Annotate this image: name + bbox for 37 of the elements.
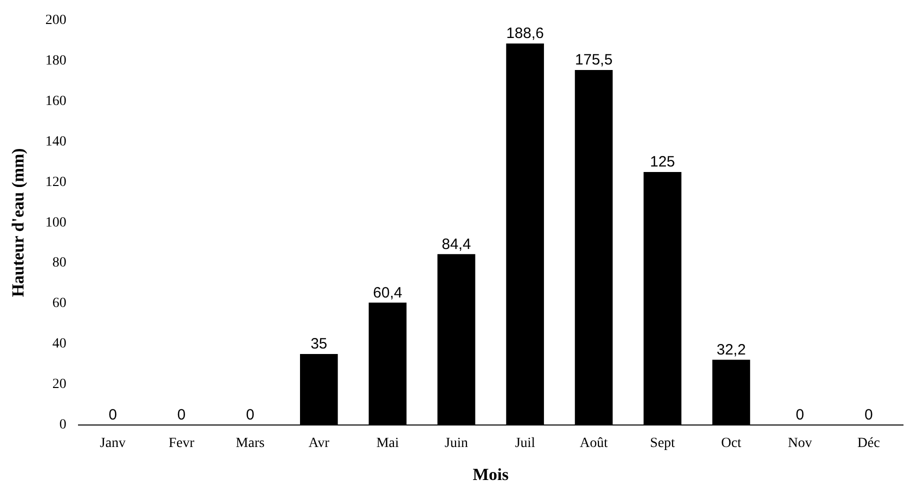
y-tick-label: 60 (52, 296, 66, 312)
y-tick-label: 200 (45, 13, 66, 28)
data-label: 0 (177, 406, 186, 424)
x-tick-label: Nov (788, 436, 812, 451)
data-label: 0 (864, 406, 873, 424)
x-tick-label: Sept (650, 436, 676, 451)
data-label: 32,2 (716, 341, 746, 358)
y-tick-label: 160 (45, 94, 66, 109)
x-tick-label: Juin (444, 436, 468, 451)
x-tick-label: Mars (236, 436, 265, 451)
data-label: 84,4 (442, 236, 471, 253)
y-tick-label: 100 (45, 215, 66, 230)
x-tick-label: Mai (376, 436, 400, 451)
x-tick-label: Déc (857, 436, 880, 451)
x-tick-label: Août (580, 436, 608, 451)
y-tick-label: 80 (52, 256, 66, 271)
x-tick-label: Oct (721, 436, 742, 451)
data-label: 188,6 (506, 25, 544, 42)
data-label: 60,4 (373, 284, 402, 302)
y-tick-label: 20 (52, 377, 66, 392)
y-tick-label: 140 (45, 134, 66, 150)
y-tick-label: 0 (59, 417, 66, 432)
data-label: 125 (650, 154, 676, 171)
y-tick-label: 40 (52, 336, 66, 352)
data-label: 35 (310, 336, 328, 353)
y-axis-title: Hauteur d'eau (mm) (8, 148, 28, 298)
data-label: 175,5 (575, 52, 613, 69)
x-tick-label: Fevr (168, 436, 195, 451)
y-tick-label: 120 (45, 174, 66, 190)
x-tick-label: Janv (100, 436, 126, 451)
data-label: 0 (108, 406, 117, 424)
x-tick-label: Juil (514, 436, 536, 451)
data-label: 0 (796, 406, 804, 424)
y-tick-label: 180 (45, 54, 66, 69)
x-axis-title: Mois (472, 465, 510, 484)
x-tick-label: Avr (308, 436, 330, 451)
data-label: 0 (246, 406, 254, 424)
